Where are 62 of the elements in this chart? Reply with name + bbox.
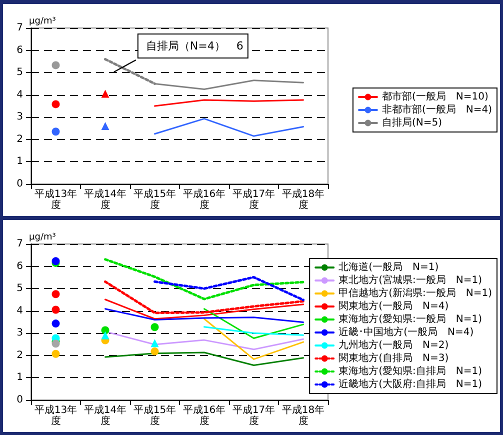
y-axis-title: μg/m³ — [29, 16, 56, 26]
y-tick-label: 3 — [16, 327, 23, 338]
y-tick-label: 2 — [16, 134, 23, 145]
y-tick-label: 5 — [16, 282, 23, 294]
legend-label: 非都市部(一般局 N=4) — [382, 104, 492, 116]
x-tick-label: 平成17年度 — [232, 188, 276, 211]
line-series — [154, 118, 304, 137]
point — [52, 319, 60, 328]
y-tick-label: 4 — [16, 304, 23, 316]
y-tick-label: 3 — [16, 112, 23, 123]
y-tick-label: 6 — [16, 260, 23, 272]
x-tick-label: 平成15年度 — [133, 404, 176, 426]
point — [52, 290, 60, 298]
legend-label: 東北地方(宮城県:一般局 N=1) — [338, 274, 482, 286]
x-tick-label: 平成18年度 — [282, 188, 325, 211]
y-tick-label: 0 — [16, 178, 23, 190]
point — [101, 122, 110, 130]
x-tick-label: 平成16年度 — [182, 188, 226, 211]
legend-label: 自排局(N=5) — [382, 116, 442, 128]
x-tick-label: 平成15年度 — [133, 188, 176, 211]
x-tick-label: 平成13年度 — [34, 404, 78, 426]
legend-label: 関東地方(一般局 N=4) — [338, 300, 449, 312]
x-tick-label: 平成16年度 — [182, 404, 226, 426]
point — [101, 330, 110, 339]
legend-label: 関東地方(自排局 N=3) — [338, 352, 449, 364]
y-tick-label: 0 — [16, 394, 23, 405]
legend-label: 近畿･中国地方(一般局 N=4) — [338, 326, 474, 338]
point — [52, 305, 60, 314]
x-tick-label: 平成14年度 — [84, 188, 127, 211]
line-series — [154, 275, 304, 301]
annotation: 自排局（N=4） 6 — [146, 40, 244, 52]
y-tick-label: 4 — [16, 89, 23, 100]
line-series — [104, 308, 304, 322]
legend-label: 北海道(一般局 N=1) — [338, 260, 439, 272]
legend-label: 東海地方(愛知県:自排局 N=1) — [338, 364, 482, 376]
x-tick-label: 平成17年度 — [232, 404, 276, 426]
point — [150, 322, 159, 331]
y-tick-label: 5 — [16, 67, 23, 78]
legend-label: 甲信越地方(新潟県:一般局 N=1) — [338, 286, 492, 298]
x-tick-label: 平成13年度 — [34, 188, 78, 211]
y-tick-label: 6 — [16, 44, 23, 56]
legend-label: 都市部(一般局 N=10) — [382, 90, 488, 102]
x-tick-label: 平成18年度 — [282, 404, 325, 426]
point — [52, 100, 60, 108]
y-tick-label: 2 — [16, 349, 23, 360]
line-series — [104, 258, 304, 300]
y-tick-label: 1 — [16, 372, 23, 383]
y-tick-label: 1 — [16, 156, 23, 168]
point — [52, 61, 60, 70]
point — [101, 326, 110, 334]
y-axis-title: μg/m³ — [29, 232, 56, 242]
point — [52, 349, 60, 358]
point — [101, 90, 110, 98]
legend-label: 近畿地方(大阪府:自排局 N=1) — [338, 378, 482, 390]
point — [150, 346, 159, 355]
point — [150, 338, 159, 347]
x-tick-label: 平成14年度 — [84, 404, 127, 426]
y-tick-label: 7 — [16, 238, 23, 249]
legend-label: 九州地方(一般局 N=2) — [338, 338, 449, 350]
point — [52, 128, 60, 136]
legend-label: 東海地方(愛知県:一般局 N=1) — [338, 312, 482, 324]
y-tick-label: 7 — [16, 22, 23, 34]
